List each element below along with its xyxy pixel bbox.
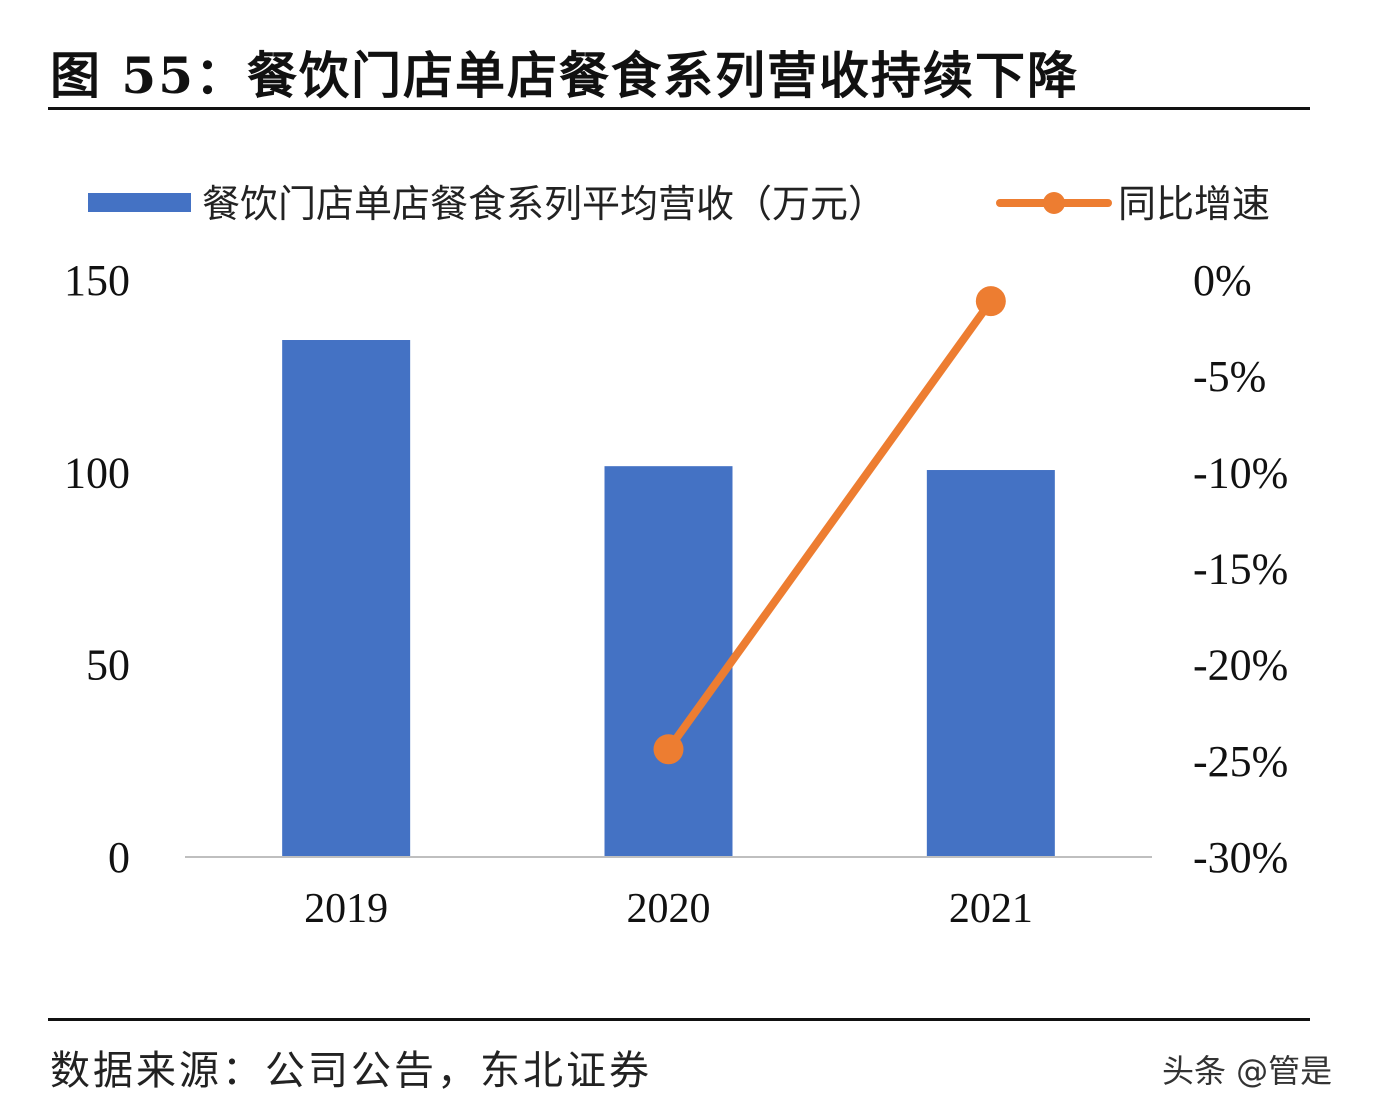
legend-bar-label: 餐饮门店单店餐食系列平均营收（万元） — [202, 184, 886, 226]
growth-point-2021 — [975, 286, 1006, 317]
right-tick-label: -25% — [1193, 737, 1288, 786]
right-tick-label: -30% — [1193, 833, 1288, 882]
left-tick-label: 100 — [64, 448, 130, 497]
left-tick-label: 150 — [64, 256, 130, 305]
right-tick-label: -10% — [1193, 448, 1288, 497]
right-tick-label: -15% — [1193, 545, 1288, 594]
chart-title: 图 55：餐饮门店单店餐食系列营收持续下降 — [50, 46, 1079, 105]
footer-rule — [48, 1018, 1310, 1021]
watermark: 头条 @管是 — [1162, 1052, 1333, 1090]
legend-bar-swatch — [88, 193, 191, 212]
right-tick-label: -20% — [1193, 641, 1288, 690]
right-tick-label: -5% — [1193, 352, 1266, 401]
growth-line — [665, 298, 995, 752]
chart: 餐饮门店单店餐食系列平均营收（万元） 同比增速 0 50 100 150 -30% -25% -… — [64, 184, 1288, 932]
left-tick-label: 0 — [108, 833, 130, 882]
growth-point-2020 — [653, 734, 684, 765]
x-tick-label: 2021 — [949, 886, 1033, 932]
right-tick-label: 0% — [1193, 256, 1252, 305]
bar-2020 — [604, 466, 733, 857]
left-tick-label: 50 — [86, 641, 130, 690]
bar-2021 — [926, 470, 1055, 857]
x-tick-label: 2019 — [304, 886, 388, 932]
bar-2019 — [282, 340, 411, 857]
legend-line-marker — [1043, 192, 1065, 214]
x-tick-label: 2020 — [627, 886, 711, 932]
legend-line-label: 同比增速 — [1118, 184, 1270, 226]
source-note: 数据来源：公司公告，东北证券 — [50, 1048, 652, 1094]
title-rule — [48, 107, 1310, 110]
